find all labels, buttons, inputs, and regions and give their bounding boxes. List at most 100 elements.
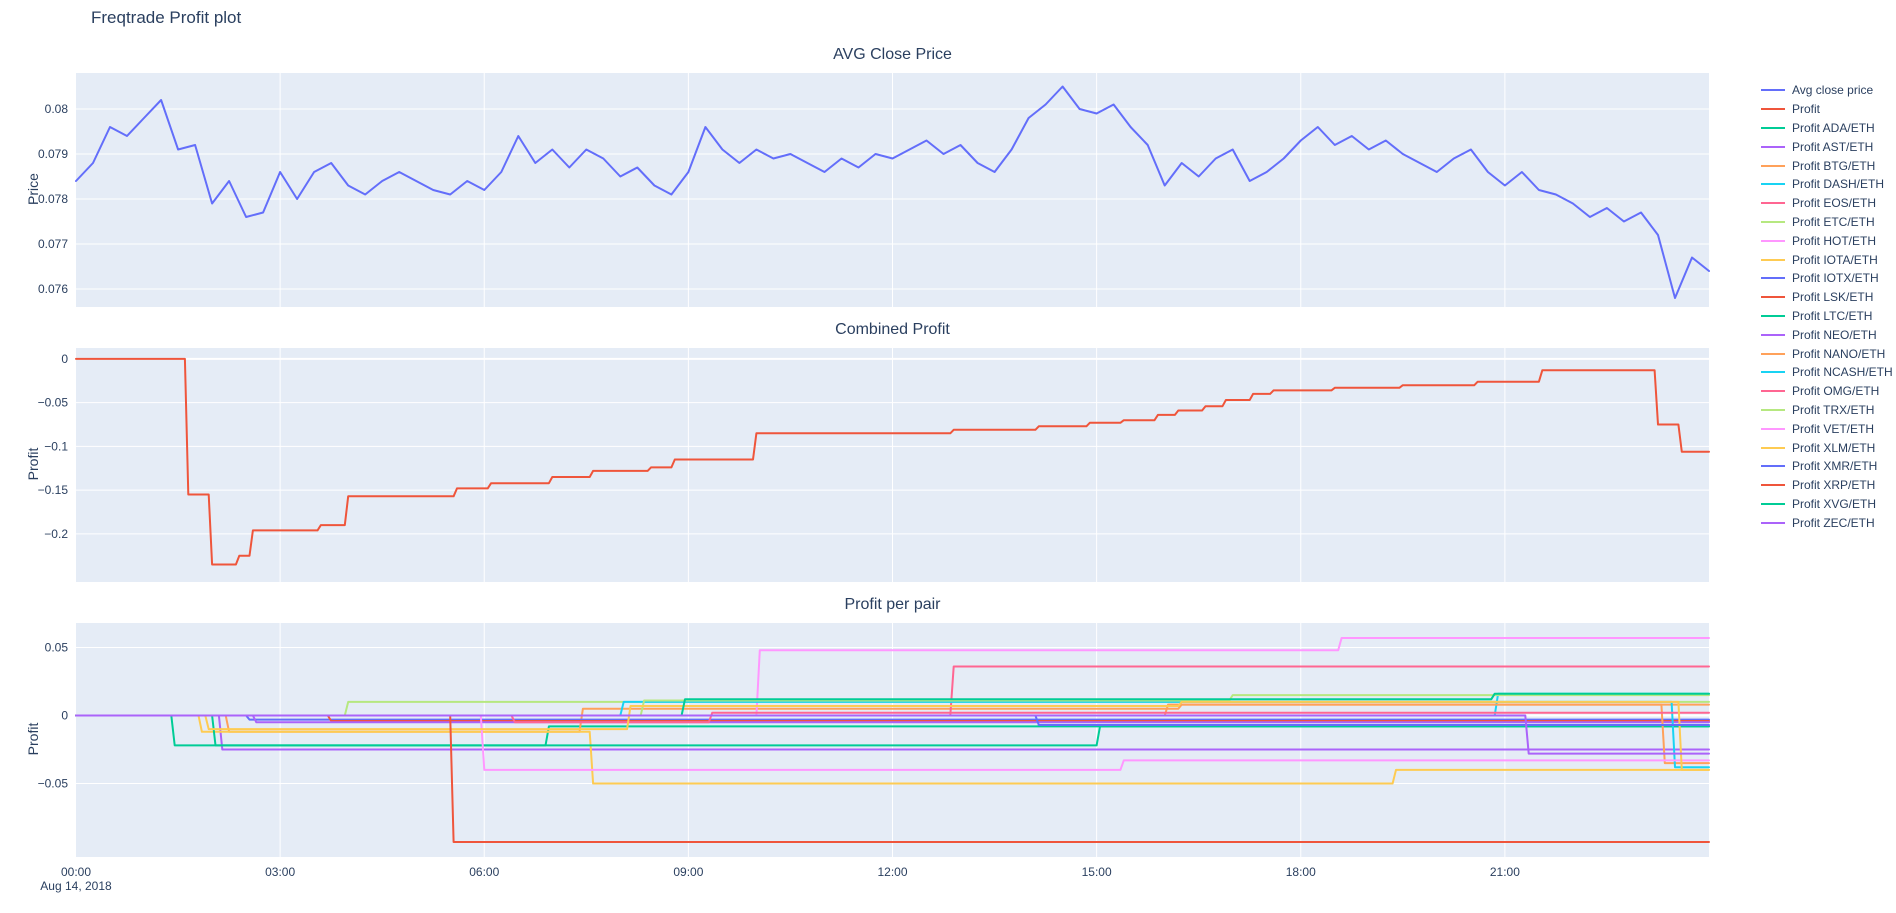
legend-swatch: [1761, 202, 1785, 205]
legend-label: Profit ETC/ETH: [1792, 214, 1875, 229]
y-axis-label-profit-pairs: Profit: [25, 722, 41, 756]
legend-item[interactable]: Profit VET/ETH: [1761, 419, 1893, 438]
legend-swatch: [1761, 164, 1785, 167]
svg-text:0: 0: [61, 709, 68, 723]
legend-label: Profit NANO/ETH: [1792, 346, 1886, 361]
legend-swatch: [1761, 296, 1785, 299]
legend-item[interactable]: Profit XRP/ETH: [1761, 476, 1893, 495]
legend-label: Profit AST/ETH: [1792, 139, 1874, 154]
legend-swatch: [1761, 371, 1785, 374]
legend-item[interactable]: Profit IOTA/ETH: [1761, 250, 1893, 269]
legend-swatch: [1761, 484, 1785, 487]
legend-swatch: [1761, 502, 1785, 505]
legend-swatch: [1761, 145, 1785, 148]
svg-text:0.05: 0.05: [45, 640, 69, 654]
legend-item[interactable]: Profit EOS/ETH: [1761, 194, 1893, 213]
svg-text:−0.1: −0.1: [44, 439, 68, 453]
svg-text:−0.15: −0.15: [38, 483, 69, 497]
svg-text:09:00: 09:00: [673, 865, 703, 879]
svg-text:0.08: 0.08: [45, 102, 69, 116]
legend-swatch: [1761, 220, 1785, 223]
legend-swatch: [1761, 390, 1785, 393]
legend-item[interactable]: Profit NCASH/ETH: [1761, 363, 1893, 382]
svg-text:15:00: 15:00: [1082, 865, 1112, 879]
svg-text:−0.05: −0.05: [38, 777, 69, 791]
svg-text:0.076: 0.076: [38, 282, 68, 296]
legend-label: Profit NCASH/ETH: [1792, 365, 1893, 380]
legend-swatch: [1761, 352, 1785, 355]
legend-label: Profit XLM/ETH: [1792, 440, 1876, 455]
subplot-title-profit-per-pair: Profit per pair: [844, 596, 941, 613]
legend-item[interactable]: Profit TRX/ETH: [1761, 401, 1893, 420]
legend-label: Profit DASH/ETH: [1792, 177, 1885, 192]
legend-label: Profit XMR/ETH: [1792, 459, 1878, 474]
legend-label: Profit XRP/ETH: [1792, 478, 1876, 493]
legend-item[interactable]: Profit ETC/ETH: [1761, 213, 1893, 232]
legend-item[interactable]: Profit OMG/ETH: [1761, 382, 1893, 401]
legend-label: Profit HOT/ETH: [1792, 233, 1877, 248]
legend-label: Profit OMG/ETH: [1792, 384, 1880, 399]
svg-text:12:00: 12:00: [877, 865, 907, 879]
legend-item[interactable]: Profit HOT/ETH: [1761, 231, 1893, 250]
legend-label: Profit TRX/ETH: [1792, 402, 1875, 417]
legend-item[interactable]: Profit XVG/ETH: [1761, 495, 1893, 514]
y-axis-label-price: Price: [25, 173, 41, 205]
legend-swatch: [1761, 258, 1785, 261]
legend-item[interactable]: Profit ADA/ETH: [1761, 119, 1893, 138]
legend-label: Profit XVG/ETH: [1792, 496, 1877, 511]
legend-label: Profit VET/ETH: [1792, 421, 1875, 436]
legend-swatch: [1761, 89, 1785, 92]
svg-text:18:00: 18:00: [1286, 865, 1316, 879]
legend-label: Profit LSK/ETH: [1792, 290, 1874, 305]
legend-item[interactable]: Profit NEO/ETH: [1761, 325, 1893, 344]
x-axis-date-label: Aug 14, 2018: [40, 879, 112, 893]
legend-item[interactable]: Profit DASH/ETH: [1761, 175, 1893, 194]
legend-label: Profit BTG/ETH: [1792, 158, 1876, 173]
legend-label: Profit NEO/ETH: [1792, 327, 1877, 342]
legend-item[interactable]: Profit LTC/ETH: [1761, 307, 1893, 326]
legend-swatch: [1761, 108, 1785, 111]
legend-label: Avg close price: [1792, 83, 1874, 98]
legend-swatch: [1761, 126, 1785, 129]
legend-item[interactable]: Profit: [1761, 100, 1893, 119]
legend-label: Profit EOS/ETH: [1792, 196, 1877, 211]
svg-text:0.077: 0.077: [38, 237, 68, 251]
legend-item[interactable]: Avg close price: [1761, 81, 1893, 100]
legend-label: Profit: [1792, 102, 1821, 117]
legend-swatch: [1761, 333, 1785, 336]
legend-item[interactable]: Profit IOTX/ETH: [1761, 269, 1893, 288]
svg-text:0: 0: [61, 352, 68, 366]
legend-item[interactable]: Profit ZEC/ETH: [1761, 513, 1893, 532]
legend-swatch: [1761, 465, 1785, 468]
svg-text:−0.05: −0.05: [38, 396, 69, 410]
svg-text:0.079: 0.079: [38, 147, 68, 161]
y-axis-label-profit-combined: Profit: [25, 447, 41, 481]
legend-label: Profit IOTA/ETH: [1792, 252, 1878, 267]
legend-item[interactable]: Profit XLM/ETH: [1761, 438, 1893, 457]
svg-text:06:00: 06:00: [469, 865, 499, 879]
svg-text:0.078: 0.078: [38, 192, 68, 206]
subplot-title-combined-profit: Combined Profit: [835, 321, 950, 338]
legend-swatch: [1761, 183, 1785, 186]
legend-item[interactable]: Profit XMR/ETH: [1761, 457, 1893, 476]
legend-item[interactable]: Profit BTG/ETH: [1761, 156, 1893, 175]
svg-text:21:00: 21:00: [1490, 865, 1520, 879]
legend-swatch: [1761, 277, 1785, 280]
legend-item[interactable]: Profit NANO/ETH: [1761, 344, 1893, 363]
legend-label: Profit LTC/ETH: [1792, 308, 1873, 323]
legend-swatch: [1761, 446, 1785, 449]
legend-item[interactable]: Profit LSK/ETH: [1761, 288, 1893, 307]
legend-item[interactable]: Profit AST/ETH: [1761, 137, 1893, 156]
legend: Avg close price Profit Profit ADA/ETH Profi…: [1761, 81, 1893, 532]
legend-swatch: [1761, 427, 1785, 430]
legend-swatch: [1761, 408, 1785, 411]
page-title: Freqtrade Profit plot: [91, 8, 242, 27]
legend-swatch: [1761, 521, 1785, 524]
subplot-title-avg-close-price: AVG Close Price: [833, 46, 952, 63]
legend-swatch: [1761, 239, 1785, 242]
legend-label: Profit IOTX/ETH: [1792, 271, 1879, 286]
svg-text:03:00: 03:00: [265, 865, 295, 879]
svg-text:00:00: 00:00: [61, 865, 91, 879]
